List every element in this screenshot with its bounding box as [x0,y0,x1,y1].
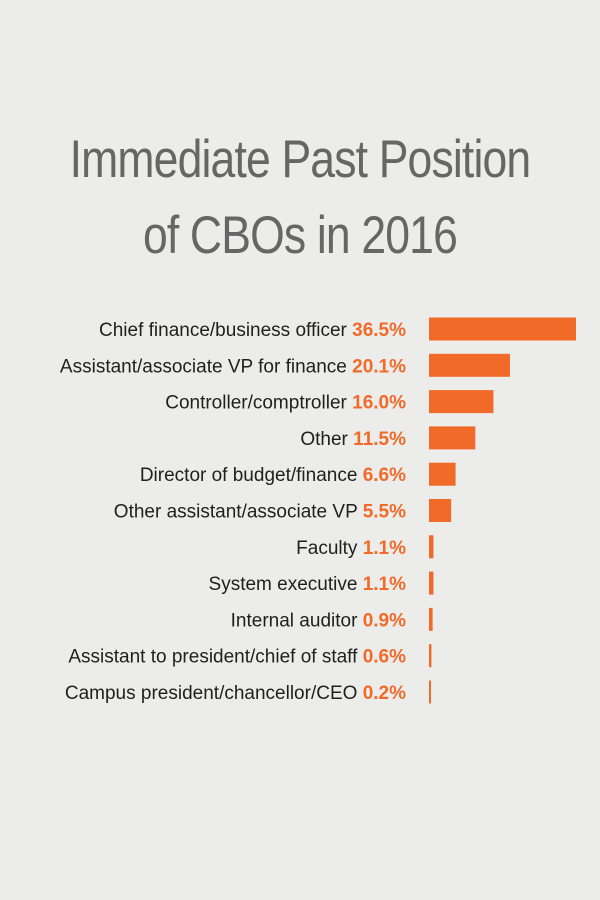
value-label: 1.1% [363,538,406,559]
bar-1 [429,353,510,377]
bar-label-9: Assistant to president/chief of staff 0.… [68,647,406,668]
value-label: 36.5% [352,320,406,341]
category-label: Other assistant/associate VP [114,502,363,523]
bar-6 [429,535,434,559]
chart-title: Immediate Past Position of CBOs in 2016 [48,122,552,274]
value-label: 16.0% [352,393,406,414]
value-label: 1.1% [363,574,406,595]
chart-title-line-1: Immediate Past Position [69,130,532,189]
bar-7 [429,571,434,595]
bar-10 [429,680,431,704]
bar-4 [429,462,456,486]
bar-8 [429,607,433,631]
value-label: 11.5% [353,429,406,450]
value-label: 0.9% [363,610,406,631]
bar-3 [429,426,476,450]
bar-2 [429,390,494,414]
bar-label-4: Director of budget/finance 6.6% [140,465,406,486]
category-label: Director of budget/finance [140,465,363,486]
bar-label-8: Internal auditor 0.9% [231,610,406,631]
value-label: 0.6% [363,647,406,668]
bar-label-0: Chief finance/business officer 36.5% [99,320,406,341]
category-label: Chief finance/business officer [99,320,352,341]
value-label: 5.5% [363,502,406,523]
value-label: 6.6% [363,465,406,486]
category-label: Other [300,429,353,450]
category-label: Faculty [296,538,363,559]
category-label: Controller/comptroller [165,393,352,414]
bar-label-5: Other assistant/associate VP 5.5% [114,502,406,523]
bar-9 [429,644,432,668]
category-label: Internal auditor [231,610,363,631]
category-label: Assistant to president/chief of staff [68,647,362,668]
bar-label-6: Faculty 1.1% [296,538,406,559]
bar-5 [429,499,452,522]
chart-title-line-2: of CBOs in 2016 [142,206,458,265]
bar-label-1: Assistant/associate VP for finance 20.1% [60,356,406,377]
category-label: Campus president/chancellor/CEO [65,683,363,704]
bar-0 [429,317,576,341]
bar-label-7: System executive 1.1% [209,574,407,595]
bar-label-2: Controller/comptroller 16.0% [165,393,406,414]
category-label: System executive [209,574,363,595]
category-label: Assistant/associate VP for finance [60,356,352,377]
value-label: 0.2% [363,683,406,704]
bar-label-10: Campus president/chancellor/CEO 0.2% [65,683,406,704]
value-label: 20.1% [352,356,406,377]
bar-label-3: Other 11.5% [300,429,406,450]
